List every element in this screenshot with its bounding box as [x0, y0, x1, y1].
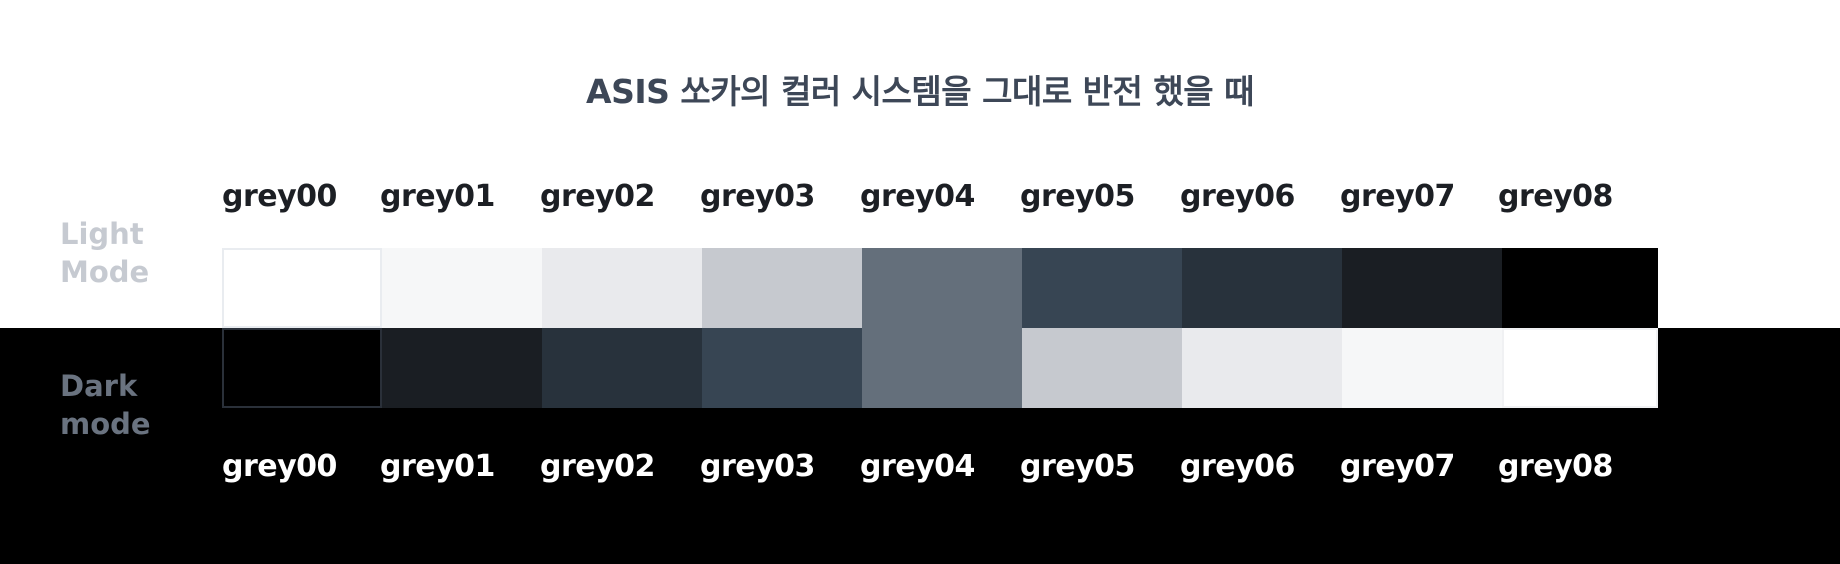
- dark-swatch-row: [0, 328, 1840, 408]
- dark-grey-labels: grey00 grey01 grey02 grey03 grey04 grey0…: [0, 447, 1840, 487]
- light-label-grey08: grey08: [1498, 179, 1613, 214]
- light-label-grey03: grey03: [700, 179, 815, 214]
- dark-label-grey01: grey01: [380, 449, 495, 484]
- light-label-grey05: grey05: [1020, 179, 1135, 214]
- dark-swatch-grey01: [382, 328, 542, 408]
- light-swatch-grey03: [702, 248, 862, 328]
- dark-swatch-grey03: [702, 328, 862, 408]
- dark-swatch-grey06: [1182, 328, 1342, 408]
- light-label-grey06: grey06: [1180, 179, 1295, 214]
- light-mode-label: Light Mode: [60, 215, 180, 291]
- light-grey-labels: grey00 grey01 grey02 grey03 grey04 grey0…: [0, 177, 1840, 217]
- dark-swatch-grey08: [1502, 328, 1658, 408]
- dark-label-grey05: grey05: [1020, 449, 1135, 484]
- dark-mode-label: Dark mode: [60, 367, 180, 443]
- light-swatch-grey07: [1342, 248, 1502, 328]
- dark-label-grey02: grey02: [540, 449, 655, 484]
- light-swatch-grey08: [1502, 248, 1658, 328]
- light-label-grey01: grey01: [380, 179, 495, 214]
- dark-swatch-grey05: [1022, 328, 1182, 408]
- dark-mode-label-text: Dark mode: [60, 369, 151, 441]
- dark-label-grey06: grey06: [1180, 449, 1295, 484]
- dark-swatch-grey02: [542, 328, 702, 408]
- light-label-grey04: grey04: [860, 179, 975, 214]
- dark-label-grey08: grey08: [1498, 449, 1613, 484]
- dark-label-grey00: grey00: [222, 449, 337, 484]
- light-swatch-grey05: [1022, 248, 1182, 328]
- dark-swatch-grey00: [222, 328, 382, 408]
- light-swatch-grey01: [382, 248, 542, 328]
- light-label-grey02: grey02: [540, 179, 655, 214]
- light-mode-label-text: Light Mode: [60, 217, 150, 289]
- page-title: ASIS 쏘카의 컬러 시스템을 그대로 반전 했을 때: [586, 72, 1254, 111]
- light-swatch-grey06: [1182, 248, 1342, 328]
- dark-swatch-grey07: [1342, 328, 1502, 408]
- dark-label-grey03: grey03: [700, 449, 815, 484]
- light-label-grey00: grey00: [222, 179, 337, 214]
- dark-swatch-grey04: [862, 328, 1022, 408]
- dark-label-grey04: grey04: [860, 449, 975, 484]
- light-label-grey07: grey07: [1340, 179, 1455, 214]
- light-swatch-grey00: [222, 248, 382, 328]
- light-swatch-grey04: [862, 248, 1022, 328]
- light-swatch-grey02: [542, 248, 702, 328]
- dark-label-grey07: grey07: [1340, 449, 1455, 484]
- light-swatch-row: [0, 248, 1840, 328]
